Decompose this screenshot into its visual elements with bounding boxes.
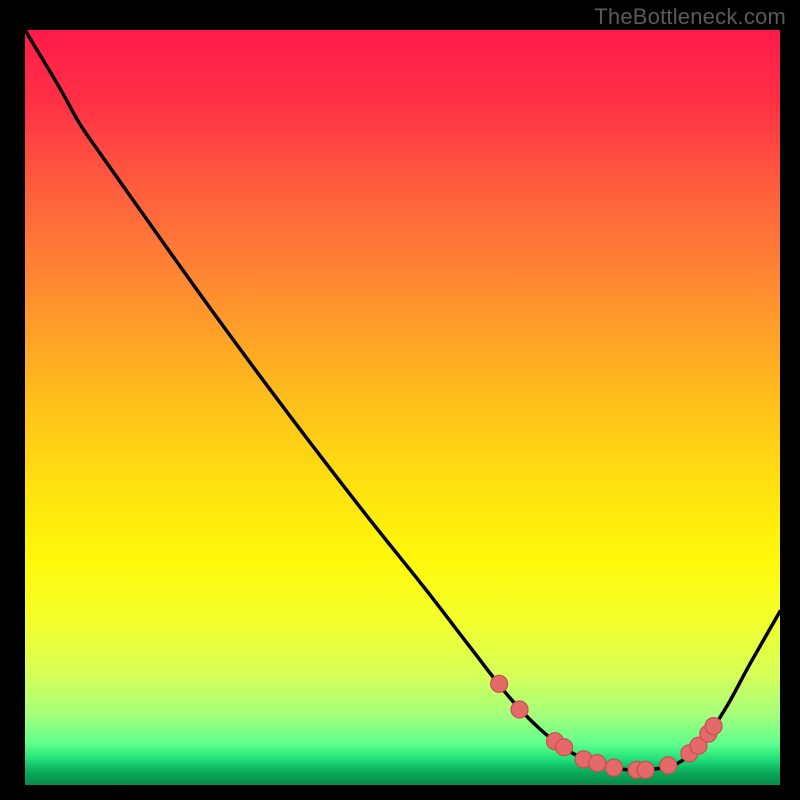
marker-dot [637, 761, 654, 778]
marker-dot [556, 739, 573, 756]
watermark-text: TheBottleneck.com [594, 4, 786, 30]
marker-dot [491, 675, 508, 692]
marker-dot [605, 759, 622, 776]
marker-dot [589, 755, 606, 772]
plot-svg [25, 30, 780, 785]
chart-container: TheBottleneck.com [0, 0, 800, 800]
marker-dot [660, 757, 677, 774]
marker-dot [511, 701, 528, 718]
plot-area [25, 30, 780, 785]
marker-dot [705, 718, 722, 735]
gradient-background [25, 30, 780, 785]
